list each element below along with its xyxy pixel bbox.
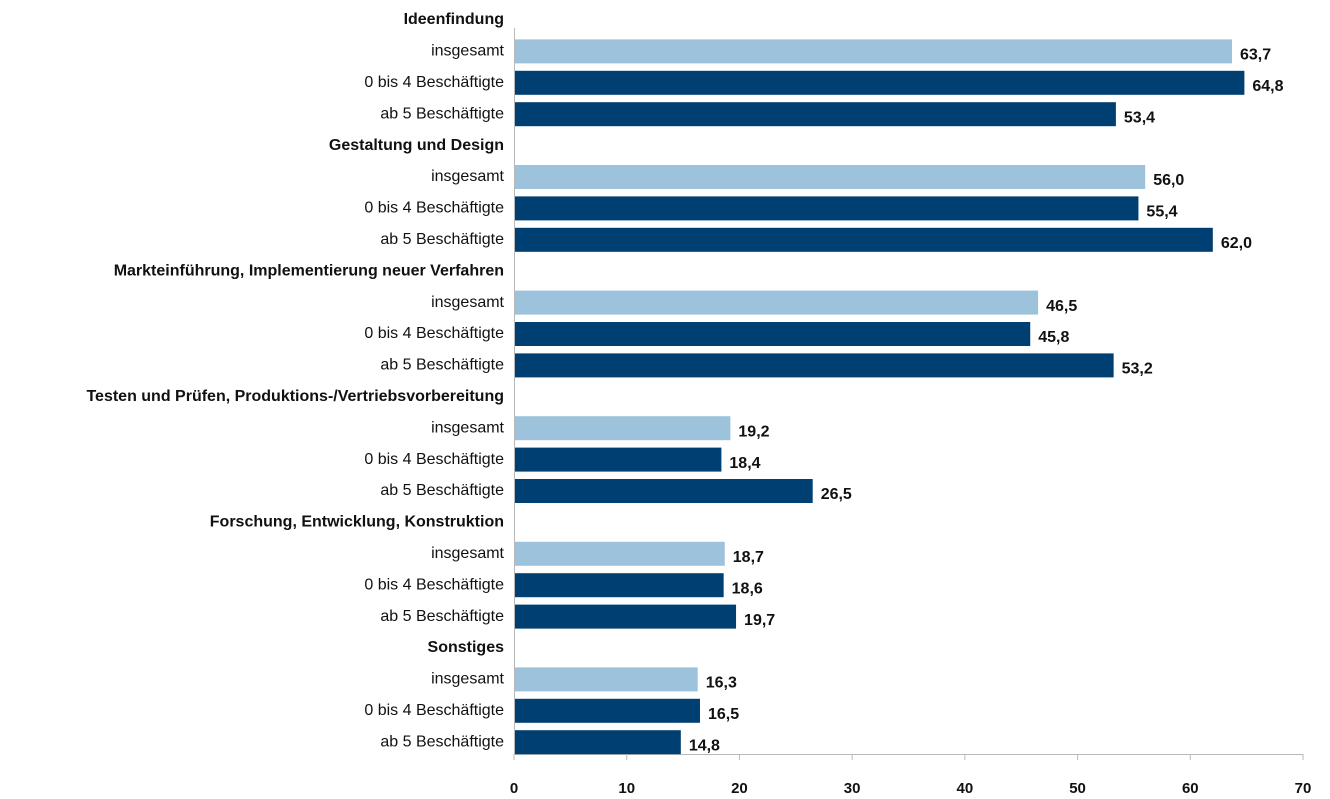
x-tick-label: 40: [957, 780, 974, 797]
bar-category-label: 0 bis 4 Beschäftigte: [364, 702, 504, 719]
x-tick-label: 70: [1295, 780, 1312, 797]
bar: [515, 165, 1146, 189]
bar-category-label: 0 bis 4 Beschäftigte: [364, 325, 504, 342]
bar: [515, 102, 1116, 127]
bar: [515, 698, 700, 723]
x-tick-label: 10: [618, 780, 635, 797]
group-label: Markteinführung, Implementierung neuer V…: [114, 262, 504, 279]
bar-category-label: insgesamt: [431, 545, 504, 562]
bar-category-label: insgesamt: [431, 294, 504, 311]
group-label: Sonstiges: [428, 639, 505, 656]
bar-category-label: ab 5 Beschäftigte: [380, 105, 504, 122]
bar: [515, 573, 724, 598]
bar-value-label: 46,5: [1046, 298, 1077, 315]
bar-category-label: insgesamt: [431, 419, 504, 436]
bar-category-label: 0 bis 4 Beschäftigte: [364, 200, 504, 217]
bar-value-label: 19,2: [738, 423, 769, 440]
group-label: Ideenfindung: [404, 11, 504, 28]
bar: [515, 479, 813, 503]
x-tick-label: 20: [731, 780, 748, 797]
bar: [515, 227, 1213, 252]
bar-value-label: 18,6: [732, 580, 763, 597]
bar-value-label: 18,7: [733, 549, 764, 566]
bar-category-label: 0 bis 4 Beschäftigte: [364, 576, 504, 593]
bar-value-label: 16,5: [708, 706, 739, 723]
group-label: Testen und Prüfen, Produktions-/Vertrieb…: [86, 388, 504, 405]
bar-category-label: 0 bis 4 Beschäftigte: [364, 451, 504, 468]
bar-value-label: 63,7: [1240, 47, 1271, 64]
bar-value-label: 16,3: [706, 675, 737, 692]
bar-category-label: ab 5 Beschäftigte: [380, 231, 504, 248]
bar: [515, 416, 731, 441]
bar-category-label: insgesamt: [431, 43, 504, 60]
bar-category-label: insgesamt: [431, 671, 504, 688]
bar-value-label: 14,8: [689, 737, 720, 754]
x-tick-label: 50: [1069, 780, 1086, 797]
bar: [515, 604, 737, 629]
bar: [515, 353, 1114, 378]
x-tick-label: 60: [1182, 780, 1199, 797]
bar-category-label: 0 bis 4 Beschäftigte: [364, 74, 504, 91]
x-tick-label: 30: [844, 780, 861, 797]
bar: [515, 541, 725, 566]
bar-value-label: 64,8: [1252, 78, 1283, 95]
bar-category-label: ab 5 Beschäftigte: [380, 608, 504, 625]
bar-value-label: 55,4: [1146, 204, 1177, 221]
bars-layer: Ideenfindung insgesamt 63,7 0 bis 4 Beschäf…: [86, 11, 1283, 754]
bar-category-label: ab 5 Beschäftigte: [380, 482, 504, 499]
bar: [515, 70, 1245, 95]
bar: [515, 39, 1232, 64]
bar-value-label: 56,0: [1153, 172, 1184, 189]
bar-value-label: 62,0: [1221, 235, 1252, 252]
bar-value-label: 53,2: [1122, 361, 1153, 378]
bar: [515, 290, 1039, 315]
bar: [515, 730, 681, 755]
bar-category-label: ab 5 Beschäftigte: [380, 733, 504, 750]
bar-category-label: insgesamt: [431, 168, 504, 185]
bar: [515, 667, 698, 692]
bar-value-label: 26,5: [821, 486, 852, 503]
bar: [515, 196, 1139, 221]
x-ticks-layer: 0 10 20 30 40 50 60 70: [510, 754, 1312, 797]
group-label: Gestaltung und Design: [329, 137, 504, 154]
x-tick-label: 0: [510, 780, 518, 797]
bar: [515, 322, 1031, 346]
group-label: Forschung, Entwicklung, Konstruktion: [210, 514, 504, 531]
bar-value-label: 45,8: [1038, 329, 1069, 346]
bar: [515, 447, 722, 472]
bar-value-label: 19,7: [744, 612, 775, 629]
bar-value-label: 18,4: [729, 455, 760, 472]
bar-category-label: ab 5 Beschäftigte: [380, 357, 504, 374]
bar-value-label: 53,4: [1124, 109, 1155, 126]
